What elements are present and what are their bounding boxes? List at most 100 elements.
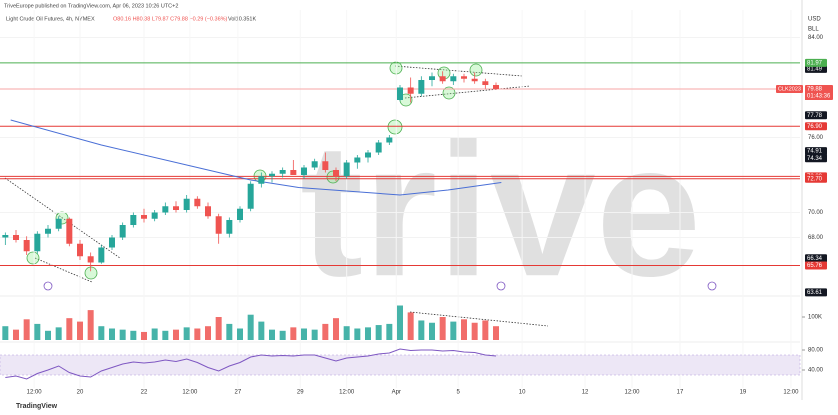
volume-bar <box>301 328 307 340</box>
volume-bar <box>461 319 467 340</box>
candle-body <box>354 157 361 163</box>
candle-body <box>77 243 83 257</box>
price-marker-box <box>805 147 827 156</box>
candle-body <box>290 170 297 175</box>
volume-bar <box>55 327 62 340</box>
candle-body <box>109 237 115 248</box>
volume-bar <box>407 312 414 340</box>
volume-bar <box>130 330 137 340</box>
volume-bar <box>98 326 105 340</box>
symbol-label: CLK2023 <box>778 86 801 92</box>
x-tick-label: 12:00 <box>624 390 640 396</box>
price-marker: 81.49 <box>807 66 823 72</box>
volume-bar <box>471 322 478 340</box>
candle-body <box>194 198 201 207</box>
volume-bar <box>482 320 489 340</box>
volume-bar <box>77 321 83 340</box>
candle-body <box>439 76 446 82</box>
candle-body <box>98 247 105 263</box>
price-marker: 63.61 <box>807 290 823 296</box>
x-tick-label: 17 <box>677 390 684 396</box>
footer-brand: TradingView <box>16 403 58 410</box>
candle-body <box>130 215 137 225</box>
candle-body <box>450 76 457 82</box>
volume-bar <box>23 319 30 340</box>
candle-body <box>375 142 382 153</box>
x-tick-label: 20 <box>77 390 84 396</box>
volume-bar <box>13 329 19 340</box>
volume-bar <box>333 318 339 340</box>
price-marker: 74.34 <box>807 156 823 162</box>
volume-readout: Vol10.351K <box>228 16 256 22</box>
volume-bar <box>418 320 425 340</box>
candle-body <box>87 256 94 263</box>
candle-body <box>397 87 403 100</box>
volume-bar <box>429 322 435 340</box>
event-icons <box>43 281 717 291</box>
level-label: 72.70 <box>807 176 823 182</box>
y-tick-label: 84.00 <box>808 35 824 41</box>
x-tick-label: 5 <box>456 390 460 396</box>
candle-body <box>2 235 9 238</box>
last-price-box <box>805 85 833 100</box>
volume-bar <box>493 326 499 340</box>
volume-bar <box>258 321 265 340</box>
volume-bar <box>87 310 94 340</box>
candle-body <box>471 78 478 82</box>
x-tick-label: 22 <box>141 390 148 396</box>
candle-body <box>333 170 339 177</box>
candle-body <box>418 80 425 94</box>
ohlc-readout: O80.16 H80.38 L79.87 C79.88 −0.29 (−0.36… <box>113 16 228 22</box>
volume-bar <box>119 329 126 340</box>
candle-body <box>119 225 126 238</box>
volume-bar <box>226 323 233 340</box>
candle-body <box>34 233 41 252</box>
watermark: trive <box>300 104 701 316</box>
price-marker: 77.78 <box>807 113 823 119</box>
volume-bar <box>162 330 169 340</box>
candle-body <box>311 161 318 168</box>
countdown: 01:43:36 <box>807 94 831 100</box>
price-marker-box <box>805 288 827 297</box>
volume-bar <box>439 317 446 340</box>
level-label-box <box>805 122 827 131</box>
volume-bar <box>151 328 158 340</box>
volume-bar <box>375 325 382 340</box>
price-marker-box <box>805 111 827 120</box>
candle-body <box>461 76 467 79</box>
level-label-box <box>805 58 827 67</box>
volume-bar <box>247 314 254 340</box>
candle-body <box>183 198 190 210</box>
candle-body <box>322 161 329 170</box>
volume-bar <box>354 328 361 340</box>
unit: BLL <box>808 27 819 33</box>
candle-body <box>141 215 147 219</box>
published-note: TriveEurope published on TradingView.com… <box>4 3 178 9</box>
candle-body <box>301 167 307 175</box>
moving-average <box>10 119 502 196</box>
x-tick-label: 12:00 <box>339 390 355 396</box>
candle-body <box>247 183 254 209</box>
price-marker-box <box>805 254 827 263</box>
x-tick-label: 19 <box>740 390 747 396</box>
currency: USD <box>808 17 821 23</box>
volume-bar <box>66 318 73 340</box>
candle-body <box>386 137 393 143</box>
candle-body <box>237 208 243 220</box>
x-tick-label: 12:00 <box>783 390 799 396</box>
volume-bar <box>141 331 147 340</box>
candle-body <box>13 235 19 240</box>
rsi-band <box>0 354 801 376</box>
candle-body <box>269 173 275 177</box>
volume-bar <box>365 327 371 340</box>
volume-bar <box>450 321 457 340</box>
volume-bar <box>343 326 350 340</box>
volume-bar <box>173 329 179 340</box>
x-tick-label: 12:00 <box>182 390 198 396</box>
level-label-box <box>805 174 827 183</box>
volume-bar <box>194 328 201 340</box>
symbol-box <box>776 85 803 93</box>
candle-body <box>493 85 499 89</box>
rsi-line <box>5 348 497 380</box>
candle-body <box>482 81 489 85</box>
